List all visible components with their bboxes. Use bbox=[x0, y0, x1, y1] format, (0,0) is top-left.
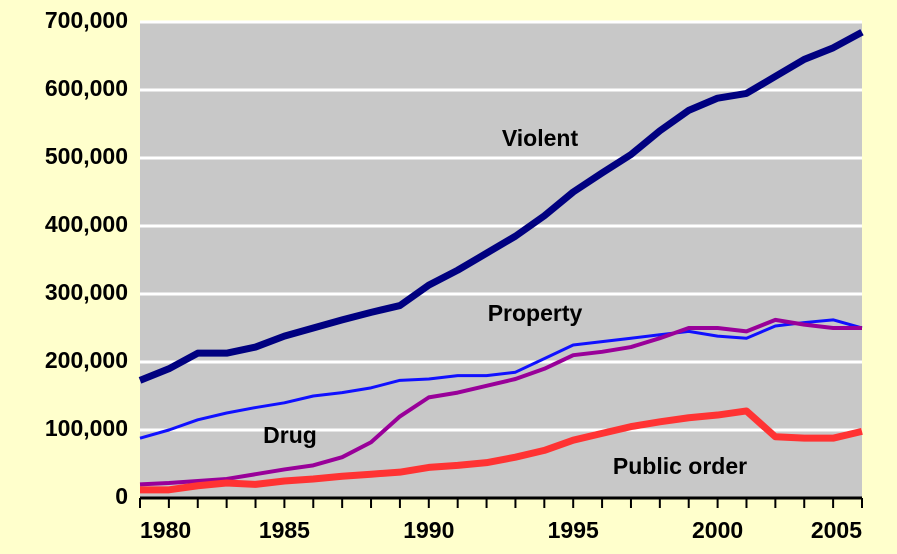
line-series bbox=[140, 407, 863, 494]
y-tick-label: 500,000 bbox=[45, 143, 128, 169]
x-tick-label: 1980 bbox=[140, 517, 191, 543]
series-label: Drug bbox=[263, 422, 317, 448]
plot-area bbox=[140, 22, 862, 498]
y-tick-label: 100,000 bbox=[45, 415, 128, 441]
line-series bbox=[139, 318, 863, 440]
y-tick-label: 300,000 bbox=[45, 279, 128, 305]
line-series bbox=[139, 317, 862, 487]
x-tick-label: 1995 bbox=[548, 517, 599, 543]
y-tick-label: 400,000 bbox=[45, 211, 128, 237]
series-label: Violent bbox=[502, 125, 579, 151]
series-label: Property bbox=[488, 300, 583, 326]
x-tick-label: 1990 bbox=[403, 517, 454, 543]
y-tick-label: 700,000 bbox=[45, 7, 128, 33]
y-tick-label: 200,000 bbox=[45, 347, 128, 373]
x-tick-label: 2000 bbox=[692, 517, 743, 543]
y-tick-label: 600,000 bbox=[45, 75, 128, 101]
y-tick-label: 0 bbox=[115, 483, 128, 509]
x-tick-label: 2005 bbox=[811, 517, 862, 543]
series-label: Public order bbox=[613, 453, 747, 479]
line-series bbox=[138, 29, 864, 384]
x-tick-label: 1985 bbox=[259, 517, 310, 543]
